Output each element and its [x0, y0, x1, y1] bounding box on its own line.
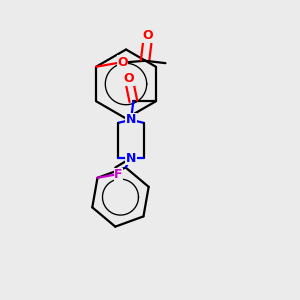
Text: O: O — [142, 29, 153, 42]
Text: N: N — [126, 152, 136, 165]
Text: N: N — [126, 113, 136, 126]
Text: O: O — [124, 72, 134, 85]
Text: F: F — [114, 168, 123, 181]
Text: O: O — [117, 56, 128, 69]
